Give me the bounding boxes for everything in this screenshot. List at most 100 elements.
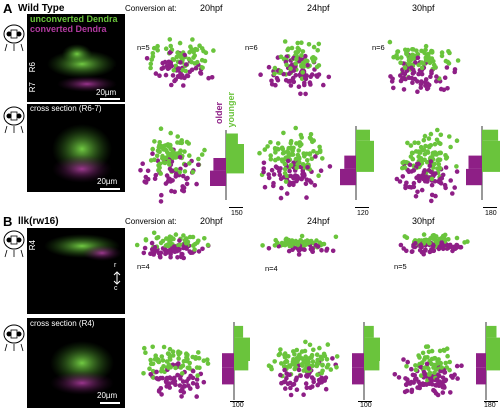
- scatter-point-younger: [414, 48, 419, 53]
- scatter-point-younger: [320, 368, 325, 374]
- scatter-point-younger: [134, 242, 140, 248]
- scatter-point-older: [150, 151, 155, 156]
- scatter-point-older: [140, 161, 145, 166]
- scatter-point-older: [291, 381, 297, 387]
- histogram-bar-younger: [234, 325, 244, 338]
- scatter-point-older: [184, 176, 189, 182]
- scatter-point-older: [173, 171, 179, 177]
- panel-a-conversion-label: Conversion at:: [125, 4, 177, 13]
- scatter-point-younger: [275, 141, 281, 146]
- scatter-point-younger: [422, 133, 428, 139]
- scatter-point-younger: [201, 358, 207, 363]
- histogram-bar-older: [222, 353, 234, 368]
- scatter-point-older: [418, 242, 424, 248]
- hist-label-older: older: [214, 102, 224, 125]
- scatter-point-younger: [165, 142, 171, 147]
- panel-b-title: llk(rw16): [18, 216, 59, 227]
- scatter-point-older: [445, 86, 450, 91]
- scatter-point-younger: [422, 157, 427, 163]
- scatter-point-older: [452, 372, 457, 377]
- panel-b-micrograph-bottom: [27, 318, 125, 408]
- scatter-point-younger: [148, 61, 154, 67]
- panel-a-n-1: n=5: [137, 43, 150, 52]
- scatter-point-younger: [187, 50, 192, 55]
- scatter-point-younger: [421, 137, 427, 143]
- scatter-point-younger: [193, 356, 198, 361]
- scatter-point-older: [443, 165, 449, 170]
- scatter-point-younger: [205, 361, 211, 366]
- scatter-point-older: [184, 73, 190, 78]
- scatter-point-older: [180, 379, 186, 384]
- scatter-point-older: [429, 182, 435, 188]
- hist-scale-b-2: 100: [360, 402, 372, 409]
- scatter-point-older: [170, 73, 176, 78]
- panel-b-timepoint-2: 24hpf: [307, 216, 330, 226]
- scatter-point-older: [158, 375, 163, 381]
- scatter-point-younger: [199, 152, 205, 157]
- scatter-point-older: [416, 161, 421, 167]
- scatter-point-older: [405, 359, 410, 365]
- scatter-point-older: [189, 67, 195, 73]
- scatter-point-younger: [294, 347, 300, 353]
- scatter-point-younger: [192, 241, 198, 247]
- scatter-point-younger: [167, 346, 173, 352]
- scatter-point-older: [144, 56, 150, 61]
- scatter-b-top-1: [134, 230, 211, 261]
- scatter-point-younger: [425, 344, 431, 349]
- scatter-point-younger: [438, 132, 444, 138]
- scatter-point-younger: [268, 364, 274, 370]
- scatter-point-younger: [196, 355, 202, 361]
- scatter-point-younger: [439, 53, 445, 59]
- scatter-point-older: [424, 176, 430, 182]
- scatter-point-younger: [278, 347, 283, 352]
- scatter-point-older: [324, 246, 330, 252]
- panel-a-letter: A: [3, 1, 13, 16]
- scatter-point-older: [303, 91, 308, 97]
- scatter-point-younger: [295, 49, 301, 55]
- scatter-point-younger: [309, 352, 315, 358]
- scatter-point-younger: [311, 347, 316, 353]
- scatter-point-younger: [301, 359, 307, 364]
- scatter-point-older: [401, 246, 406, 251]
- scatter-point-older: [427, 381, 432, 386]
- panel-a-micrograph-bottom: [27, 104, 125, 192]
- scatter-point-younger: [404, 235, 410, 240]
- scatter-point-older: [261, 166, 266, 171]
- scatter-point-younger: [387, 39, 393, 45]
- double-arrow-icon: [113, 55, 121, 71]
- scatter-point-older: [298, 91, 303, 97]
- scatter-point-younger: [152, 157, 157, 162]
- scatter-point-older: [288, 392, 294, 398]
- scatter-point-younger: [174, 54, 180, 60]
- histogram-a-1: [210, 130, 244, 200]
- scatter-point-older: [141, 250, 147, 256]
- scatter-point-older: [196, 162, 201, 168]
- scatter-point-younger: [183, 241, 189, 246]
- scatter-point-younger: [432, 370, 437, 375]
- panel-b-n-3: n=5: [394, 262, 407, 271]
- axis-r-label: r: [114, 46, 117, 53]
- scatter-point-older: [177, 247, 182, 252]
- region-r4-label: R4: [28, 240, 37, 251]
- scatter-point-younger: [182, 149, 187, 154]
- scatter-point-older: [440, 390, 446, 395]
- scatter-point-older: [319, 248, 324, 253]
- histogram-bar-older: [340, 168, 356, 186]
- scatter-point-younger: [279, 361, 284, 366]
- scatter-point-older: [296, 84, 302, 89]
- scatter-point-younger: [300, 49, 306, 54]
- scatter-a-top-3: [387, 39, 461, 94]
- scatter-point-older: [303, 181, 309, 187]
- scatter-b-bot-1: [141, 344, 211, 399]
- scatter-point-younger: [423, 237, 429, 243]
- histogram-bar-younger: [364, 325, 374, 338]
- scatter-point-older: [177, 155, 183, 160]
- scatter-point-older: [286, 248, 292, 254]
- scatter-point-older: [179, 254, 184, 260]
- scatter-point-older: [421, 251, 426, 257]
- scatter-point-older: [296, 252, 302, 257]
- scatter-point-younger: [257, 150, 262, 156]
- scatter-point-younger: [310, 359, 316, 364]
- scatter-point-older: [152, 249, 157, 255]
- scatter-point-older: [178, 376, 183, 381]
